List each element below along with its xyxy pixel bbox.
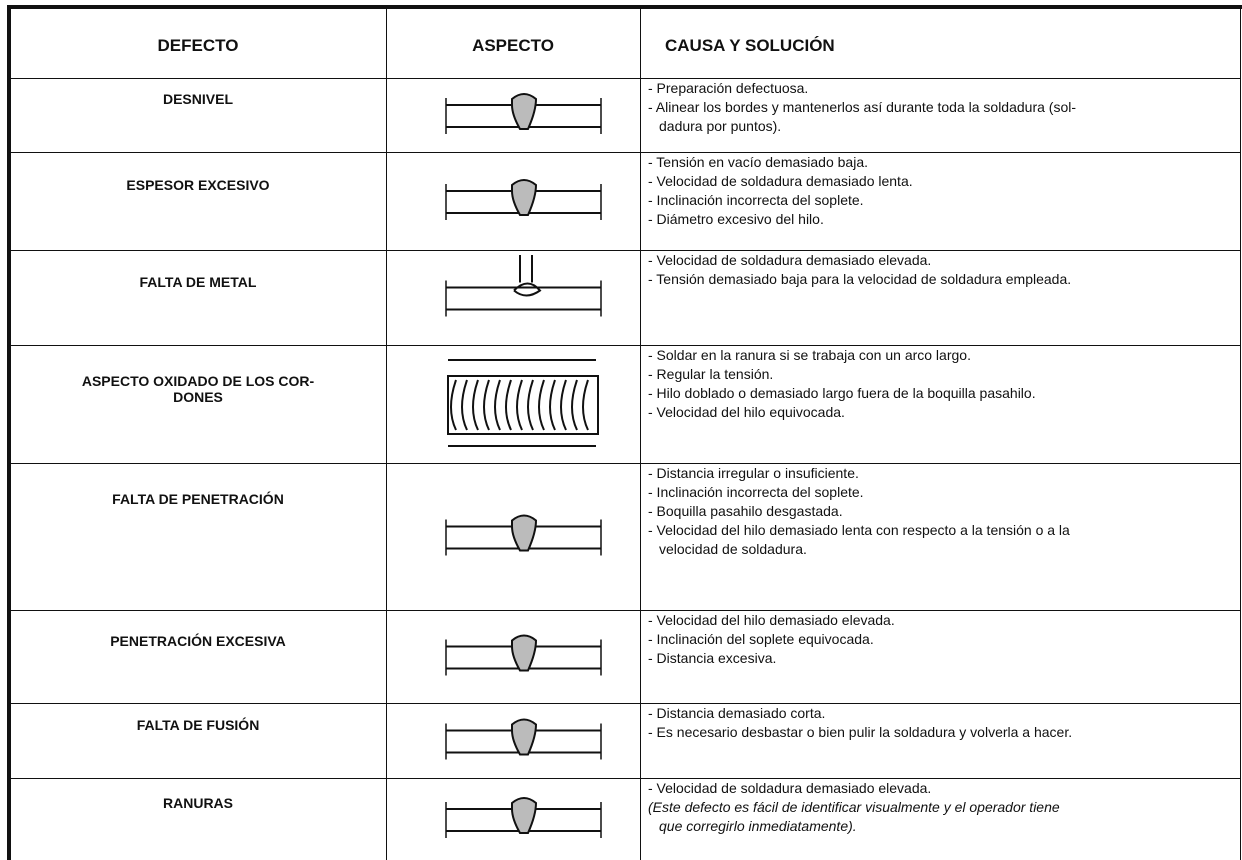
cause-line: - Inclinación incorrecta del soplete. bbox=[648, 484, 864, 500]
border bbox=[7, 5, 1242, 9]
cause-line: - Soldar en la ranura si se trabaja con … bbox=[648, 347, 971, 363]
border bbox=[10, 345, 1240, 346]
cause-line: - Distancia irregular o insuficiente. bbox=[648, 465, 859, 481]
border bbox=[10, 778, 1240, 779]
cause-line: - Velocidad de soldadura demasiado lenta… bbox=[648, 173, 913, 189]
cause-line: - Distancia demasiado corta. bbox=[648, 705, 826, 721]
weld-sketch bbox=[445, 179, 602, 220]
border bbox=[10, 463, 1240, 464]
defect-label: PENETRACIÓN EXCESIVA bbox=[110, 632, 286, 649]
border bbox=[10, 152, 1240, 153]
cause-line: - Velocidad del hilo demasiado lenta con… bbox=[648, 522, 1070, 538]
defect-label: RANURAS bbox=[163, 795, 233, 811]
cause-line: - Velocidad de soldadura demasiado eleva… bbox=[648, 252, 932, 268]
weld-sketch bbox=[445, 718, 602, 760]
weld-sketch bbox=[445, 634, 602, 676]
causes-cell: - Soldar en la ranura si se trabaja con … bbox=[648, 346, 1236, 422]
causes-cell: - Velocidad de soldadura demasiado eleva… bbox=[648, 251, 1236, 289]
defect-label: ESPESOR EXCESIVO bbox=[126, 177, 270, 193]
defect-cell: DESNIVEL bbox=[10, 91, 386, 107]
weld-sketch bbox=[445, 514, 602, 556]
defect-label: FALTA DE METAL bbox=[139, 273, 257, 290]
cause-line: - Velocidad del hilo equivocada. bbox=[648, 404, 845, 420]
weld-sketch bbox=[447, 359, 599, 447]
defect-cell: FALTA DE PENETRACIÓN bbox=[10, 491, 386, 507]
causes-cell: - Distancia irregular o insuficiente. - I… bbox=[648, 464, 1236, 559]
cause-line: - Regular la tensión. bbox=[648, 366, 774, 382]
cause-line: - Inclinación del soplete equivocada. bbox=[648, 631, 874, 647]
defect-label: DESNIVEL bbox=[162, 91, 233, 107]
cause-line: - Inclinación incorrecta del soplete. bbox=[648, 192, 864, 208]
cause-line: - Boquilla pasahilo desgastada. bbox=[648, 503, 843, 519]
cause-line: - Velocidad de soldadura demasiado eleva… bbox=[648, 780, 932, 796]
defect-label: FALTA DE PENETRACIÓN bbox=[112, 491, 284, 507]
cause-line: velocidad de soldadura. bbox=[659, 541, 807, 557]
cause-line: - Distancia excesiva. bbox=[648, 650, 777, 666]
border bbox=[10, 250, 1240, 251]
defect-cell: RANURAS bbox=[10, 795, 386, 811]
defect-cell: FALTA DE METAL bbox=[10, 274, 386, 290]
note-line: que corregirlo inmediatamente). bbox=[659, 818, 857, 834]
border bbox=[10, 703, 1240, 704]
border bbox=[10, 78, 1240, 79]
cause-line: - Tensión demasiado baja para la velocid… bbox=[648, 271, 1072, 287]
defect-label: ASPECTO OXIDADO DE LOS COR- bbox=[81, 373, 315, 389]
defect-cell: ASPECTO OXIDADO DE LOS COR- DONES bbox=[10, 373, 386, 405]
cause-line: - Preparación defectuosa. bbox=[648, 80, 809, 96]
defect-label: FALTA DE FUSIÓN bbox=[136, 716, 260, 733]
causes-cell: - Velocidad de soldadura demasiado eleva… bbox=[648, 779, 1236, 836]
causes-cell: - Preparación defectuosa. - Alinear los b… bbox=[648, 79, 1236, 136]
border bbox=[386, 8, 387, 860]
cause-line: - Tensión en vacío demasiado baja. bbox=[648, 154, 868, 170]
column-header: DEFECTO bbox=[157, 36, 239, 55]
weld-sketch bbox=[445, 797, 602, 838]
cause-line: - Alinear los bordes y mantenerlos así d… bbox=[648, 99, 1077, 115]
causes-cell: - Distancia demasiado corta. - Es necesar… bbox=[648, 704, 1236, 742]
note-line: (Este defecto es fácil de identificar vi… bbox=[648, 799, 1060, 815]
cause-line: - Hilo doblado o demasiado largo fuera d… bbox=[648, 385, 1036, 401]
weld-sketch bbox=[445, 255, 602, 317]
causes-cell: - Tensión en vacío demasiado baja. - Velo… bbox=[648, 153, 1236, 229]
defect-cell: ESPESOR EXCESIVO bbox=[10, 177, 386, 193]
weld-sketch bbox=[445, 93, 602, 134]
cause-line: - Es necesario desbastar o bien pulir la… bbox=[648, 724, 1073, 740]
border bbox=[640, 8, 641, 860]
cause-line: dadura por puntos). bbox=[659, 118, 782, 134]
border bbox=[7, 6, 11, 860]
border bbox=[1240, 6, 1241, 860]
cause-line: - Velocidad del hilo demasiado elevada. bbox=[648, 612, 895, 628]
defect-cell: PENETRACIÓN EXCESIVA bbox=[10, 633, 386, 649]
defect-cell: FALTA DE FUSIÓN bbox=[10, 717, 386, 733]
column-header: ASPECTO bbox=[472, 36, 554, 55]
column-header: CAUSA Y SOLUCIÓN bbox=[665, 36, 835, 55]
border bbox=[10, 610, 1240, 611]
cause-line: - Diámetro excesivo del hilo. bbox=[648, 211, 824, 227]
defect-label: DONES bbox=[173, 389, 223, 405]
causes-cell: - Velocidad del hilo demasiado elevada. -… bbox=[648, 611, 1236, 668]
